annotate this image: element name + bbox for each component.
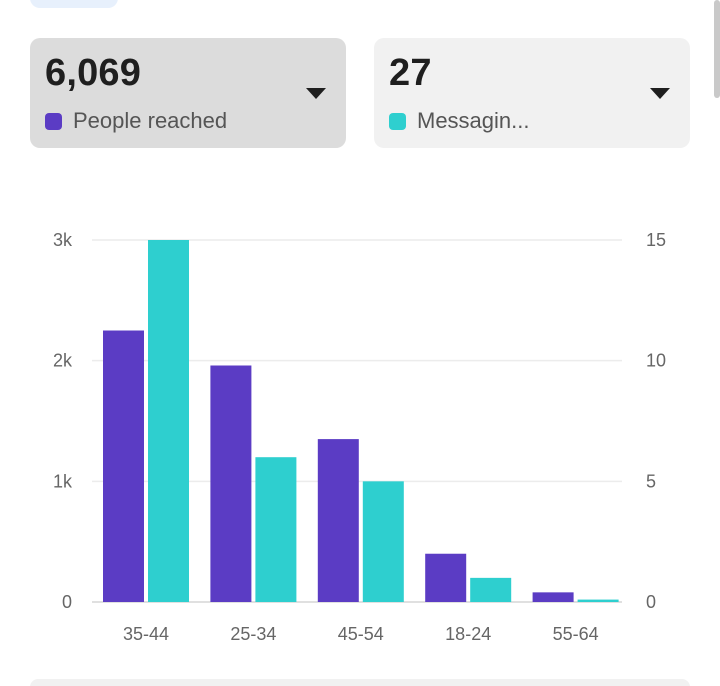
right-axis-tick-label: 15 (646, 230, 666, 250)
left-axis-tick-label: 1k (53, 471, 73, 491)
metric-card-messaging[interactable]: 27 Messagin... (374, 38, 690, 148)
bar-series-0-45-54[interactable] (317, 439, 359, 602)
metric-legend: People reached (45, 108, 227, 134)
legend-swatch-people-reached (45, 112, 62, 130)
metric-value: 27 (389, 52, 432, 94)
metric-label: People reached (73, 108, 228, 133)
x-axis-tick-label: 35-44 (123, 624, 169, 644)
metric-value: 6,069 (45, 52, 142, 94)
metric-legend: Messagin... (389, 108, 530, 134)
bar-series-0-55-64[interactable] (532, 592, 574, 602)
scrollbar-thumb[interactable] (714, 0, 720, 98)
bar-series-0-25-34[interactable] (210, 365, 252, 602)
bar-series-0-35-44[interactable] (103, 330, 144, 603)
x-axis-tick-label: 55-64 (553, 624, 599, 644)
right-axis-tick-label: 0 (646, 592, 656, 612)
x-axis-tick-label: 25-34 (230, 624, 276, 644)
next-card-edge (30, 679, 690, 686)
right-axis-tick-label: 10 (646, 351, 666, 371)
bar-series-1-18-24[interactable] (470, 577, 512, 602)
caret-down-icon[interactable] (650, 88, 670, 99)
bar-series-1-55-64[interactable] (577, 599, 619, 602)
metric-card-people-reached[interactable]: 6,069 People reached (30, 38, 346, 148)
right-axis-tick-label: 5 (646, 471, 656, 491)
bar-series-0-18-24[interactable] (425, 553, 467, 602)
left-axis-tick-label: 2k (53, 351, 73, 371)
metric-label: Messagin... (417, 108, 530, 133)
bar-series-1-45-54[interactable] (362, 481, 404, 602)
left-axis-tick-label: 0 (62, 592, 72, 612)
caret-down-icon[interactable] (306, 88, 326, 99)
x-axis-tick-label: 18-24 (445, 624, 491, 644)
top-pill[interactable] (30, 0, 118, 8)
legend-swatch-messaging (389, 112, 406, 130)
left-axis-tick-label: 3k (53, 230, 73, 250)
bar-series-1-25-34[interactable] (255, 457, 297, 602)
x-axis-tick-label: 45-54 (338, 624, 384, 644)
bar-series-1-35-44[interactable] (148, 240, 189, 602)
